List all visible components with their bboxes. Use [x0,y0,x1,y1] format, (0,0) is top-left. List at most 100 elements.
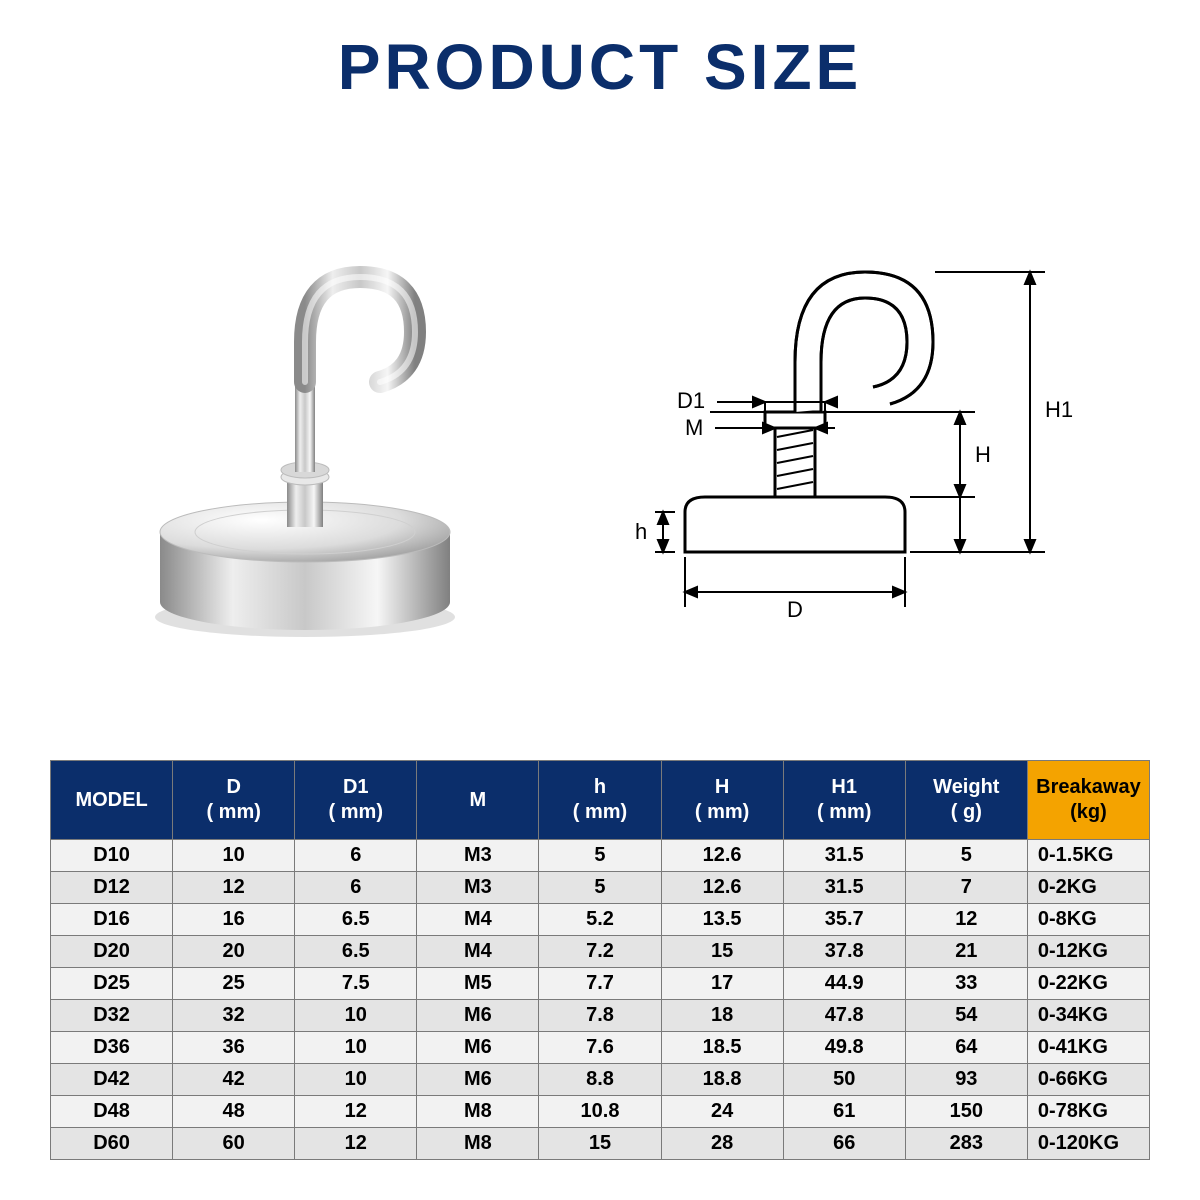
cell: 21 [905,936,1027,968]
table-row: D323210M67.81847.8540-34KG [51,1000,1150,1032]
cell: 49.8 [783,1032,905,1064]
cell: 7.2 [539,936,661,968]
col-d: D( mm) [173,761,295,840]
cell: 44.9 [783,968,905,1000]
cell: 15 [661,936,783,968]
cell: 0-78KG [1027,1096,1149,1128]
dim-D1: D1 [677,388,705,413]
cell: 18.8 [661,1064,783,1096]
cell: 31.5 [783,872,905,904]
cell: 5 [539,840,661,872]
col-d1: D1( mm) [295,761,417,840]
cell: 7.7 [539,968,661,1000]
cell: 47.8 [783,1000,905,1032]
page-title: PRODUCT SIZE [50,30,1150,104]
col-breakaway: Breakaway(kg) [1027,761,1149,840]
cell: 61 [783,1096,905,1128]
cell: 7.5 [295,968,417,1000]
dim-h: h [635,519,647,544]
cell: D20 [51,936,173,968]
cell: 10 [295,1000,417,1032]
cell: 31.5 [783,840,905,872]
col-m: M [417,761,539,840]
table-row: D20206.5M47.21537.8210-12KG [51,936,1150,968]
cell: 6 [295,872,417,904]
cell: 12.6 [661,840,783,872]
cell: M4 [417,904,539,936]
table-row: D484812M810.824611500-78KG [51,1096,1150,1128]
cell: 6 [295,840,417,872]
cell: M4 [417,936,539,968]
cell: 10.8 [539,1096,661,1128]
cell: 150 [905,1096,1027,1128]
cell: 12 [295,1096,417,1128]
table-row: D12126M3512.631.570-2KG [51,872,1150,904]
cell: 0-22KG [1027,968,1149,1000]
table-row: D16166.5M45.213.535.7120-8KG [51,904,1150,936]
cell: 64 [905,1032,1027,1064]
cell: 12 [173,872,295,904]
cell: D12 [51,872,173,904]
col-h: H( mm) [661,761,783,840]
col-h: h( mm) [539,761,661,840]
cell: D48 [51,1096,173,1128]
table-row: D606012M81528662830-120KG [51,1128,1150,1160]
cell: 18 [661,1000,783,1032]
cell: 32 [173,1000,295,1032]
cell: 12 [295,1128,417,1160]
cell: M6 [417,1000,539,1032]
cell: 50 [783,1064,905,1096]
cell: 8.8 [539,1064,661,1096]
cell: 0-120KG [1027,1128,1149,1160]
cell: M8 [417,1128,539,1160]
cell: 54 [905,1000,1027,1032]
col-weight: Weight( g) [905,761,1027,840]
dim-D: D [787,597,803,622]
cell: D32 [51,1000,173,1032]
cell: 33 [905,968,1027,1000]
table-row: D363610M67.618.549.8640-41KG [51,1032,1150,1064]
cell: 0-66KG [1027,1064,1149,1096]
dim-H1: H1 [1045,397,1073,422]
col-h1: H1( mm) [783,761,905,840]
cell: 35.7 [783,904,905,936]
cell: 18.5 [661,1032,783,1064]
cell: 0-34KG [1027,1000,1149,1032]
cell: M3 [417,872,539,904]
spec-table: MODELD( mm)D1( mm)Mh( mm)H( mm)H1( mm)We… [50,760,1150,1160]
cell: D16 [51,904,173,936]
figures-row: D D1 [50,144,1150,720]
cell: 5 [539,872,661,904]
cell: M8 [417,1096,539,1128]
cell: 10 [295,1032,417,1064]
cell: 6.5 [295,904,417,936]
cell: 42 [173,1064,295,1096]
technical-diagram: D D1 [615,212,1095,652]
cell: 12.6 [661,872,783,904]
cell: 36 [173,1032,295,1064]
cell: 0-8KG [1027,904,1149,936]
cell: 28 [661,1128,783,1160]
cell: 0-2KG [1027,872,1149,904]
cell: M6 [417,1032,539,1064]
cell: 60 [173,1128,295,1160]
cell: 5.2 [539,904,661,936]
cell: 10 [173,840,295,872]
dim-H: H [975,442,991,467]
cell: 37.8 [783,936,905,968]
product-photo [105,222,505,642]
cell: 12 [905,904,1027,936]
cell: 7 [905,872,1027,904]
cell: 66 [783,1128,905,1160]
cell: 13.5 [661,904,783,936]
col-model: MODEL [51,761,173,840]
cell: 20 [173,936,295,968]
cell: 0-41KG [1027,1032,1149,1064]
cell: 16 [173,904,295,936]
dim-M: M [685,415,703,440]
cell: 0-12KG [1027,936,1149,968]
cell: 24 [661,1096,783,1128]
table-row: D25257.5M57.71744.9330-22KG [51,968,1150,1000]
cell: D60 [51,1128,173,1160]
cell: 10 [295,1064,417,1096]
